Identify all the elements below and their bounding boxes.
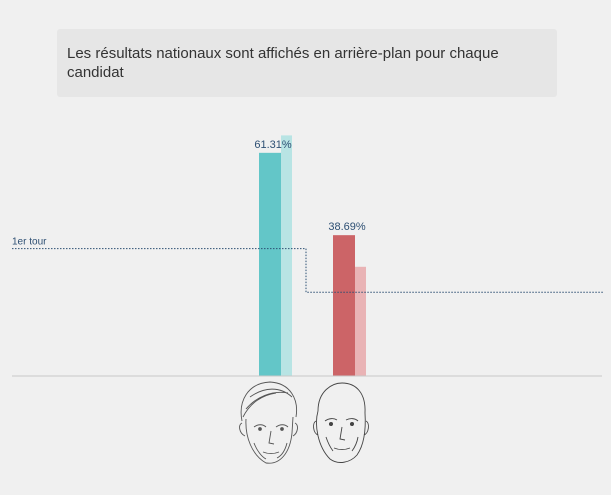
value-label-2: 38.69% — [328, 221, 366, 233]
national-bar-2 — [355, 266, 366, 376]
bald-male-portrait-sketch-icon — [313, 382, 369, 463]
first-round-reference-line — [12, 248, 603, 293]
first-round-label: 1er tour — [12, 237, 47, 248]
chart-note: Les résultats nationaux sont affichés en… — [57, 29, 557, 97]
value-label-1: 61.31% — [254, 139, 292, 151]
result-bar-1 — [259, 152, 281, 376]
male-portrait-sketch-icon — [239, 381, 298, 464]
national-bar-1 — [281, 135, 292, 376]
result-bar-2 — [333, 235, 355, 376]
